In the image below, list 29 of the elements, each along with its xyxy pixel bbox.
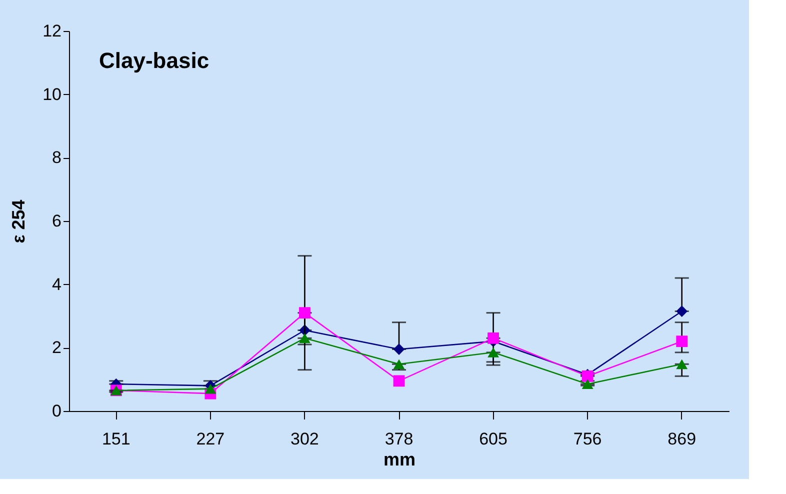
y-tick-label: 6 (52, 212, 62, 230)
point (393, 344, 405, 355)
point (488, 332, 499, 344)
x-tick-label: 605 (479, 430, 508, 448)
y-tick-label: 10 (42, 84, 62, 104)
point (393, 359, 405, 370)
point (488, 347, 499, 358)
x-tick-label: 378 (384, 430, 414, 448)
x-tick-label: 756 (573, 430, 602, 448)
y-tick-label: 4 (52, 274, 62, 294)
y-tick-label: 0 (52, 402, 62, 420)
x-tick-label: 227 (196, 430, 225, 448)
point (299, 307, 310, 319)
point (393, 375, 405, 387)
point (204, 384, 216, 394)
y-tick-label: 2 (52, 338, 62, 358)
point (676, 359, 688, 370)
x-tick-label: 151 (102, 430, 130, 448)
point (676, 306, 688, 317)
y-axis-title: ε 254 (8, 200, 29, 244)
point (676, 336, 688, 348)
x-axis-title: mm (383, 450, 416, 470)
x-tick-label: 302 (290, 430, 319, 448)
annotation: Clay-basic (99, 48, 210, 73)
y-tick-label: 8 (52, 148, 62, 168)
point (299, 333, 310, 344)
y-tick-label: 12 (42, 22, 62, 40)
x-tick-label: 869 (668, 430, 696, 448)
point (582, 379, 594, 390)
